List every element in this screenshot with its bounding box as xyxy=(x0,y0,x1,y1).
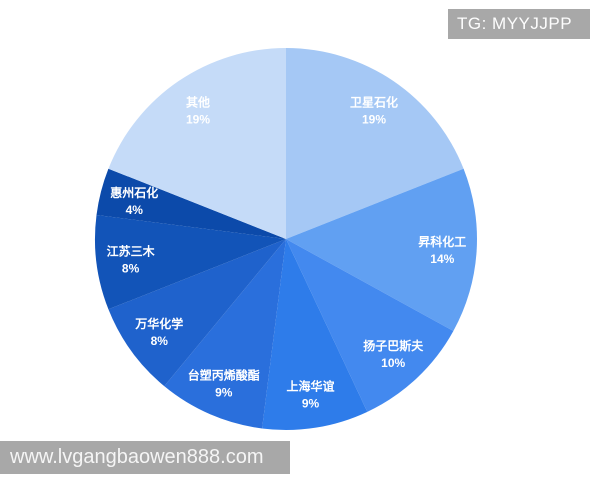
pie-slice xyxy=(262,239,368,430)
slice-label: 其他 19% xyxy=(186,95,210,127)
website-watermark-bar: www.lvgangbaowen888.com xyxy=(0,441,290,474)
slice-label: 惠州石化 4% xyxy=(110,185,158,217)
pie-slice xyxy=(108,48,286,239)
slice-label: 扬子巴斯夫 10% xyxy=(363,338,424,370)
slice-label: 上海华谊 9% xyxy=(286,379,334,411)
telegram-watermark-badge: TG: MYYJJPP xyxy=(448,9,590,39)
slice-label: 卫星石化 19% xyxy=(350,95,398,127)
pie-slice xyxy=(95,215,286,310)
slice-label: 台塑丙烯酸酯 9% xyxy=(188,368,260,400)
pie-slice xyxy=(96,168,286,239)
pie-slice xyxy=(108,239,286,387)
slice-label: 江苏三木 8% xyxy=(107,244,156,276)
pie-slice xyxy=(286,48,464,239)
pie-slice xyxy=(164,239,286,429)
pie-slice xyxy=(286,239,454,412)
slice-label: 昇科化工 14% xyxy=(418,234,466,266)
slice-label: 万华化学 8% xyxy=(134,316,183,348)
pie-slice xyxy=(286,168,477,332)
